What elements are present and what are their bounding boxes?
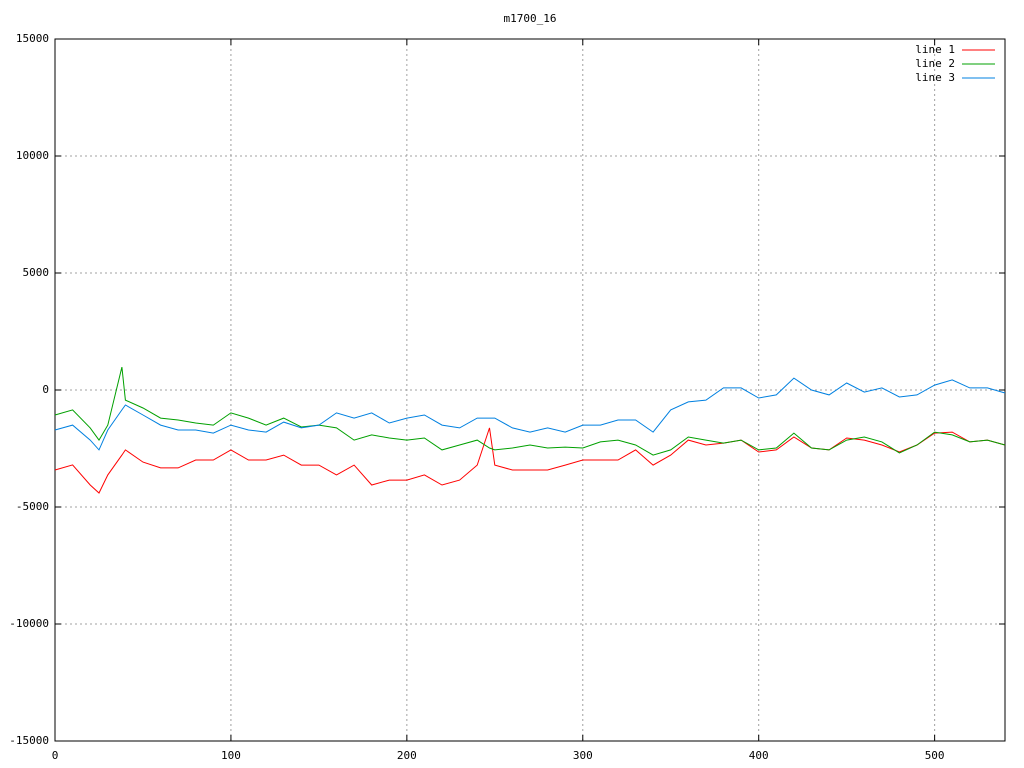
x-tick-label: 400 <box>749 749 769 762</box>
x-tick-label: 500 <box>925 749 945 762</box>
y-tick-label: 0 <box>42 383 49 396</box>
y-tick-label: -15000 <box>9 734 49 747</box>
legend-label: line 3 <box>915 71 955 84</box>
chart-title: m1700_16 <box>504 12 557 25</box>
y-tick-label: 10000 <box>16 149 49 162</box>
series-line <box>54 427 1006 494</box>
legend-label: line 1 <box>915 43 955 56</box>
series-line <box>54 366 1006 456</box>
y-tick-label: -10000 <box>9 617 49 630</box>
series-line <box>54 377 1006 451</box>
x-tick-label: 0 <box>52 749 59 762</box>
y-tick-label: 5000 <box>23 266 50 279</box>
y-tick-label: -5000 <box>16 500 49 513</box>
x-tick-label: 300 <box>573 749 593 762</box>
legend-label: line 2 <box>915 57 955 70</box>
y-tick-label: 15000 <box>16 32 49 45</box>
x-tick-label: 100 <box>221 749 241 762</box>
x-tick-label: 200 <box>397 749 417 762</box>
